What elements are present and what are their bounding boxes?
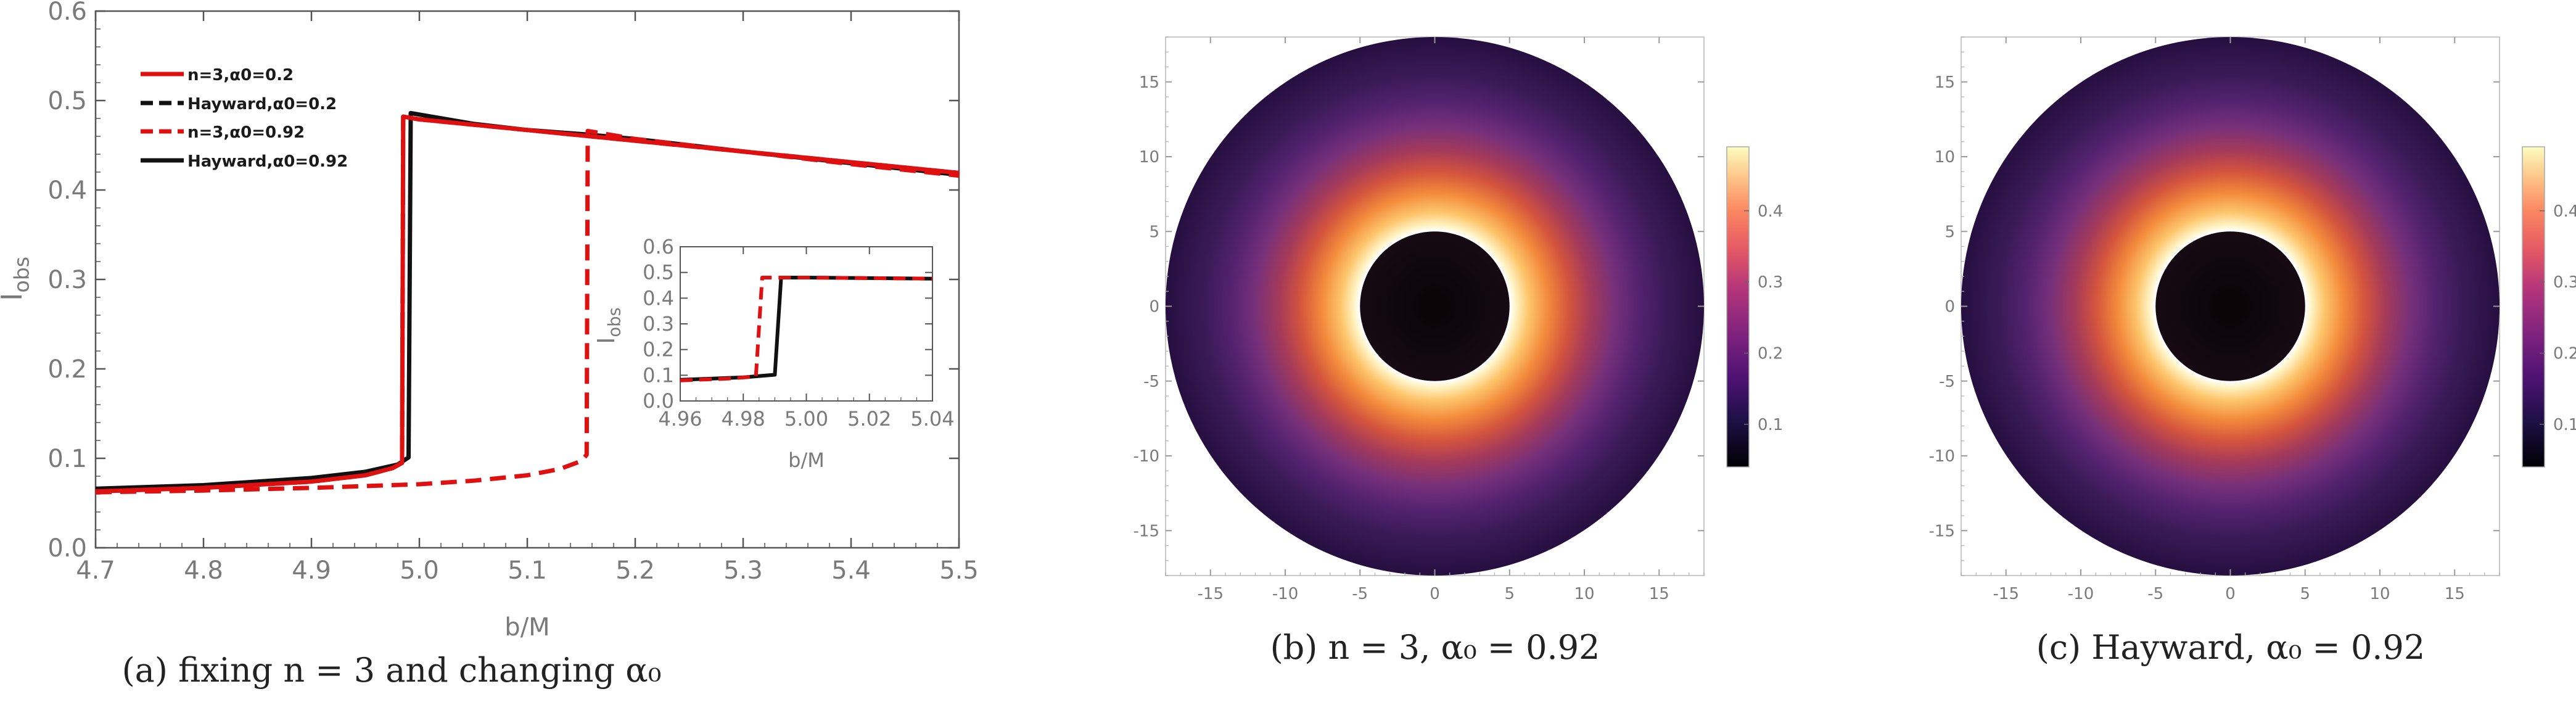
heatmap-y-tick-label: 10 (1935, 148, 1955, 167)
inset-y-tick-label: 0.5 (643, 261, 674, 284)
shadow-disk (2155, 231, 2305, 381)
x-tick-label: 4.9 (292, 556, 331, 585)
colorbar-tick-label: 0.1 (2553, 416, 2576, 434)
legend-label: n=3,α0=0.92 (187, 123, 305, 142)
x-tick-label: 5.3 (723, 556, 763, 585)
inset-x-axis-label: b/M (788, 448, 825, 472)
heatmap-x-tick-label: -15 (1993, 585, 2019, 603)
heatmap-panel-c: -15 -10 -5 0 5 10 15 15 10 5 0 -5 -10 -15 0.1 0.2 0.3 0.4 (1929, 36, 2576, 603)
heatmap-y-tick-label: 15 (1139, 73, 1159, 92)
colorbar-tick-label: 0.4 (1758, 202, 1783, 221)
colorbar-tick-label: 0.1 (1758, 416, 1783, 434)
legend-label: Hayward,α0=0.2 (187, 95, 337, 114)
caption-a: (a) fixing n = 3 and changing α₀ (122, 651, 662, 690)
legend-label: n=3,α0=0.2 (187, 66, 294, 85)
series-line (95, 128, 960, 495)
heatmap-x-tick-label: 10 (2369, 585, 2390, 603)
heatmap-x-tick-label: 5 (1504, 585, 1515, 603)
colorbar-tick-label: 0.3 (2553, 273, 2576, 292)
heatmap-x-tick-label: 5 (2300, 585, 2310, 603)
inset-y-tick-label: 0.0 (643, 389, 674, 413)
heatmap-x-tick-label: 15 (1649, 585, 1669, 603)
inset-x-tick-label: 5.00 (784, 407, 828, 431)
caption-c: (c) Hayward, α₀ = 0.92 (2036, 628, 2425, 667)
inset-y-tick-label: 0.1 (643, 363, 674, 387)
heatmap-x-tick-label: -15 (1198, 585, 1224, 603)
shadow-disk (1360, 231, 1510, 381)
inset-chart: 4.96 4.98 5.00 5.02 5.04 0.00.10.20.30.40.5 0.… (593, 235, 955, 472)
inset-y-tick-label: 0.6 (643, 235, 674, 258)
x-tick-label: 4.8 (184, 556, 223, 585)
inset-y-axis-label: Iobs (593, 307, 625, 344)
inset-x-tick-label: 5.04 (910, 407, 954, 431)
inset-y-tick-label: 0.3 (643, 312, 674, 336)
heatmap-x-tick-label: 0 (2225, 585, 2236, 603)
inset-y-tick-label: 0.2 (643, 338, 674, 361)
colorbar-tick-label: 0.2 (1758, 344, 1783, 363)
heatmap-x-tick-label: -5 (1352, 585, 1368, 603)
x-tick-label: 5.5 (939, 556, 979, 585)
inset-x-tick-label: 4.98 (722, 407, 765, 431)
heatmap-x-tick-label: -10 (1272, 585, 1298, 603)
y-tick-label: 0.0 (47, 534, 87, 563)
heatmap-y-tick-label: -10 (1929, 447, 1955, 466)
x-tick-label: 5.2 (615, 556, 655, 585)
heatmap-y-tick-label: 15 (1935, 73, 1955, 92)
y-tick-label: 0.3 (47, 266, 87, 294)
heatmap-x-tick-label: 15 (2445, 585, 2465, 603)
inset-x-tick-label: 4.96 (658, 407, 702, 431)
x-tick-label: 4.7 (76, 556, 115, 585)
y-tick-label: 0.4 (47, 176, 87, 205)
y-axis-label: Iobs (0, 257, 34, 301)
x-axis-label: b/M (504, 613, 549, 642)
heatmap-y-tick-label: 5 (1944, 223, 1955, 241)
heatmap-x-tick-label: -5 (2147, 585, 2163, 603)
heatmap-y-tick-label: -15 (1134, 522, 1159, 540)
colorbar-tick-label: 0.3 (1758, 273, 1783, 292)
inset-x-tick-label: 5.02 (847, 407, 891, 431)
heatmap-x-tick-label: 10 (1574, 585, 1594, 603)
heatmap-x-tick-label: 0 (1430, 585, 1440, 603)
y-tick-label: 0.1 (47, 445, 87, 473)
colorbar-tick-label: 0.4 (2553, 202, 2576, 221)
heatmap-y-tick-label: -10 (1134, 447, 1159, 466)
inset-y-tick-label: 0.4 (643, 286, 674, 310)
y-tick-label: 0.2 (47, 355, 87, 384)
heatmap-y-tick-label: -5 (1143, 373, 1159, 391)
y-tick-label: 0.6 (47, 0, 87, 26)
heatmap-y-tick-label: 5 (1149, 223, 1159, 241)
line-chart-panel: 4.7 4.8 4.9 5.0 5.1 5.2 5.3 5.4 5.50.00.10.20.30… (0, 0, 979, 642)
inset-frame (680, 246, 933, 402)
x-tick-label: 5.4 (831, 556, 871, 585)
x-tick-label: 5.0 (400, 556, 439, 585)
heatmap-panel-b: -15 -10 -5 0 5 10 15 15 10 5 0 -5 -10 -15 0.1 0.2 0.3 0.4 (1134, 36, 1783, 603)
legend-label: Hayward,α0=0.92 (187, 152, 348, 171)
colorbar-tick-label: 0.2 (2553, 344, 2576, 363)
colorbar (1726, 146, 1750, 468)
heatmap-y-tick-label: -5 (1939, 373, 1955, 391)
inset-series-line (680, 276, 933, 382)
caption-b: (b) n = 3, α₀ = 0.92 (1270, 628, 1600, 667)
x-tick-label: 5.1 (508, 556, 547, 585)
colorbar (2522, 146, 2545, 468)
heatmap-y-tick-label: 10 (1139, 148, 1159, 167)
heatmap-y-tick-label: 0 (1944, 298, 1955, 316)
heatmap-x-tick-label: -10 (2068, 585, 2094, 603)
y-tick-label: 0.5 (47, 87, 87, 115)
heatmap-y-tick-label: -15 (1929, 522, 1955, 540)
heatmap-y-tick-label: 0 (1149, 298, 1159, 316)
